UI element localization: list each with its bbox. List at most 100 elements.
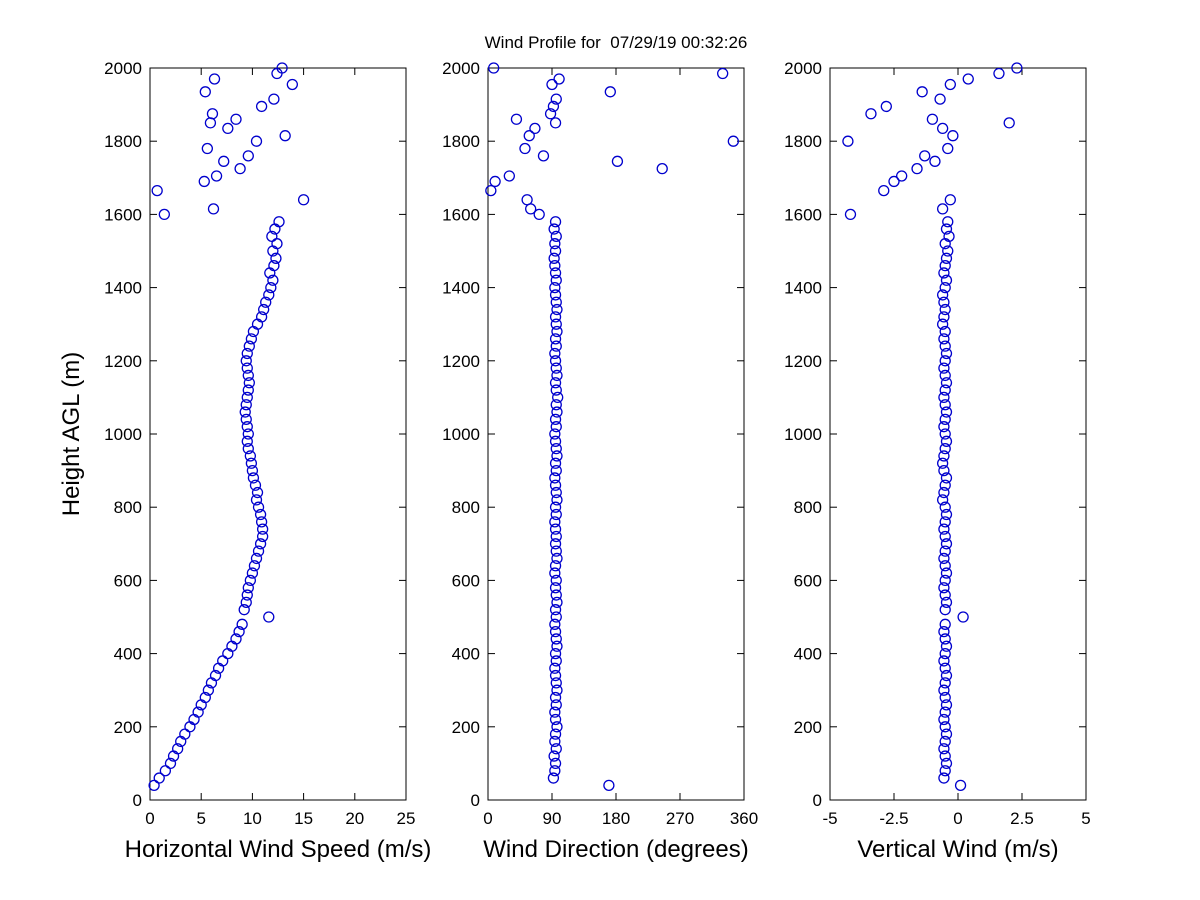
y-tick-label: 200 [794,718,822,737]
scatter-point [940,472,953,484]
scatter-point [938,311,950,323]
scatter-point [604,86,616,98]
x-tick-label: 0 [953,809,962,828]
scatter-point [549,259,561,272]
scatter-point [256,530,269,543]
scatter-point [551,450,563,462]
scatter-point [171,743,184,755]
scatter-point [888,175,900,188]
x-tick-label: 270 [666,809,694,828]
x-tick-label: 5 [1081,809,1090,828]
scatter-point [234,162,246,175]
scatter-point [158,208,170,221]
scatter-point [266,230,278,243]
scatter-point [938,333,950,345]
scatter-point [938,655,950,667]
scatter-point [550,442,562,455]
scatter-point [938,743,950,755]
scatter-point [230,633,242,645]
scatter-point [247,472,260,484]
y-tick-label: 2000 [442,59,480,78]
scatter-point [549,669,562,682]
scatter-point [250,494,263,506]
scatter-point [939,662,951,674]
scatter-point [245,457,258,469]
scatter-point [246,567,259,579]
scatter-point [551,406,563,418]
scatter-point [267,274,279,286]
scatter-point [940,406,953,418]
scatter-point [297,194,310,206]
scatter-point [533,208,545,221]
scatter-point [240,399,252,411]
scatter-point [258,303,270,316]
scatter-point [603,779,615,792]
scatter-series-horizontal-wind-speed [148,62,310,792]
scatter-point [939,560,951,572]
y-tick-label: 0 [471,791,480,810]
scatter-point [265,281,277,294]
scatter-point [936,318,949,330]
scatter-point [251,486,264,499]
x-tick-label: 25 [397,809,416,828]
x-tick-label: 10 [243,809,262,828]
scatter-point [238,604,250,616]
y-tick-label: 1000 [442,425,480,444]
scatter-point [544,108,557,120]
x-axis-label-wind-direction: Wind Direction (degrees) [483,836,749,863]
axes-box [487,67,745,801]
scatter-point [242,442,254,455]
y-tick-label: 1800 [784,132,822,151]
scatter-point [286,78,298,91]
scatter-point [939,428,951,440]
y-tick-label: 1000 [784,425,822,444]
scatter-point [1011,62,1023,74]
scatter-point [551,640,563,652]
scatter-point [939,384,951,396]
scatter-point [521,194,533,206]
scatter-point [939,545,951,557]
y-tick-label: 1800 [104,132,142,151]
scatter-point [926,113,939,125]
subplot-wind-direction: 0 90 180 270 360 0 200 400 600 800 1000 1200 1400 160… [442,59,758,828]
scatter-point [911,162,923,175]
scatter-point [485,184,497,197]
scatter-point [940,640,953,652]
scatter-point [939,750,951,762]
scatter-point [939,589,951,601]
scatter-point [939,574,951,587]
scatter-point [938,421,950,433]
scatter-point [198,175,210,188]
scatter-point [263,289,275,301]
scatter-point [218,155,230,167]
scatter-point [551,721,563,733]
scatter-point [550,699,562,711]
scatter-point [940,223,953,235]
y-tick-label: 1600 [784,205,822,224]
scatter-point [550,362,562,374]
y-tick-label: 1400 [442,279,480,298]
scatter-point [207,203,220,215]
scatter-point [255,311,268,323]
scatter-point [252,545,265,557]
scatter-point [938,267,950,279]
scatter-point [549,757,562,770]
scatter-point [230,113,242,125]
scatter-point [550,655,562,667]
scatter-point [939,647,951,660]
scatter-point [549,267,562,279]
scatter-point [549,691,562,704]
scatter-point [551,325,563,338]
y-tick-label: 200 [452,718,480,737]
scatter-point [549,377,562,389]
scatter-point [936,494,949,506]
scatter-point [549,289,562,301]
scatter-point [550,230,562,243]
x-tick-label: 5 [196,809,205,828]
scatter-point [241,589,253,601]
scatter-point [1003,117,1015,129]
scatter-point [939,369,951,382]
scatter-point [489,175,501,188]
scatter-point [242,150,254,162]
scatter-point [939,735,951,748]
